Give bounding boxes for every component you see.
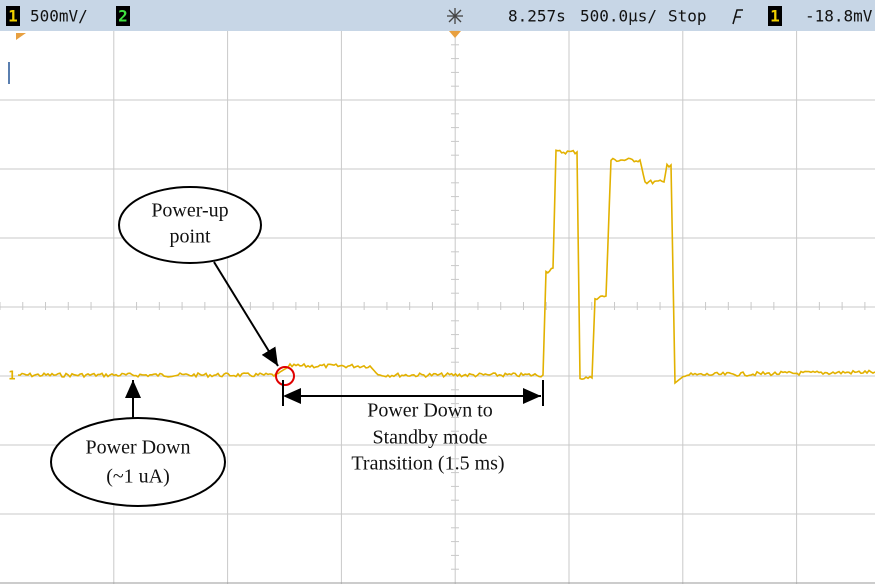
page: {"status_bar": {"channel1": "1", "ch1_sc…	[0, 0, 875, 584]
callout-bubble	[51, 418, 225, 506]
span-text: Transition (1.5 ms)	[351, 453, 504, 475]
timebase: 500.0µs/	[580, 7, 657, 26]
status-bar: 1 500mV/ 2 8.257s 500.0µs/ Stop 1 -18.8m…	[0, 0, 875, 31]
trigger-position-marker	[449, 31, 461, 38]
span-text: Standby mode	[373, 427, 488, 449]
channel2: 2	[118, 7, 128, 26]
callout-text: Power Down	[86, 437, 191, 459]
callout-text: point	[169, 226, 211, 248]
callout-text: Power-up	[151, 200, 228, 222]
trigger-source: 1	[770, 7, 780, 26]
waveform-trace	[18, 150, 875, 383]
arrow	[214, 262, 278, 366]
annotations: Power-up point Power Down (~1 uA) Power …	[51, 187, 543, 506]
trace-marker: 1	[8, 369, 15, 383]
span-text: Power Down to	[367, 400, 493, 422]
time-reference-marker	[16, 33, 26, 40]
status-bar-bg	[0, 0, 875, 31]
scope-screen: 1 500mV/ 2 8.257s 500.0µs/ Stop 1 -18.8m…	[0, 0, 875, 584]
ch1-scale: 500mV/	[30, 7, 88, 26]
acquire-icon	[447, 8, 463, 24]
run-state: Stop	[668, 7, 707, 26]
trigger-level: -18.8mV	[805, 7, 873, 26]
time: 8.257s	[508, 7, 566, 26]
channel1: 1	[8, 7, 18, 26]
callout-text: (~1 uA)	[106, 466, 170, 488]
